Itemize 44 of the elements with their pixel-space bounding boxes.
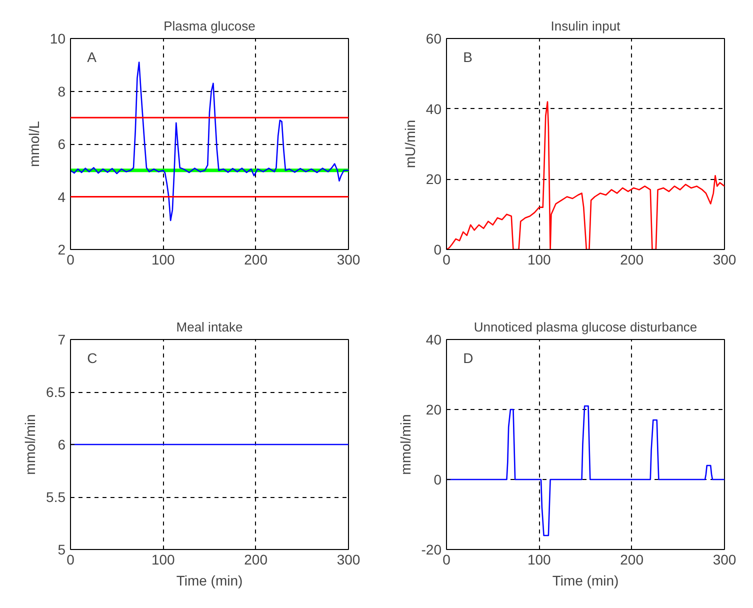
y-tick-label: 7	[58, 332, 66, 348]
y-tick-label: 6.5	[46, 384, 66, 400]
annotation: D	[463, 350, 474, 366]
x-axis-title: Time (min)	[552, 572, 619, 588]
annotation: C	[87, 350, 98, 366]
x-axis-title: Time (min)	[176, 572, 243, 588]
y-tick-label: 6	[58, 436, 66, 452]
chart-title: Insulin input	[550, 18, 621, 34]
x-tick-label: 300	[336, 552, 360, 568]
x-tick-label: 300	[336, 252, 360, 268]
y-tick-label: 2	[58, 242, 66, 258]
x-tick-label: 300	[712, 552, 736, 568]
y-tick-label: 20	[426, 171, 442, 188]
chart-title: Meal intake	[176, 320, 243, 334]
chart-title: Unnoticed plasma glucose disturbance	[474, 320, 698, 334]
x-tick-label: 100	[527, 252, 552, 268]
chart-title: Plasma glucose	[164, 18, 256, 34]
x-tick-label: 100	[151, 552, 176, 568]
x-tick-label: 200	[620, 252, 644, 268]
y-axis-title: mmol/min	[397, 414, 414, 475]
y-axis-title: mmol/min	[22, 414, 38, 475]
x-tick-label: 300	[712, 252, 736, 268]
y-tick-label: 4	[58, 188, 66, 205]
y-tick-label: 0	[434, 242, 442, 258]
x-tick-label: 200	[244, 552, 268, 568]
y-tick-label: 5.5	[46, 489, 66, 505]
x-tick-label: 100	[527, 552, 552, 568]
y-tick-label: 20	[426, 402, 442, 418]
y-tick-label: 8	[58, 83, 66, 100]
annotation: B	[463, 49, 473, 66]
y-tick-label: 10	[50, 30, 66, 46]
y-axis-title: mmol/L	[26, 120, 42, 167]
y-tick-label: 5	[58, 542, 66, 558]
y-tick-label: 0	[434, 472, 442, 488]
x-tick-label: 200	[620, 552, 644, 568]
x-tick-label: 100	[151, 252, 176, 268]
y-tick-label: -20	[421, 542, 442, 558]
annotation: A	[87, 49, 98, 66]
y-axis-title: mU/min	[402, 120, 418, 168]
y-tick-label: 40	[426, 332, 442, 348]
y-tick-label: 40	[426, 100, 442, 117]
x-tick-label: 200	[244, 252, 268, 268]
y-tick-label: 60	[426, 30, 442, 46]
y-tick-label: 6	[58, 136, 66, 152]
